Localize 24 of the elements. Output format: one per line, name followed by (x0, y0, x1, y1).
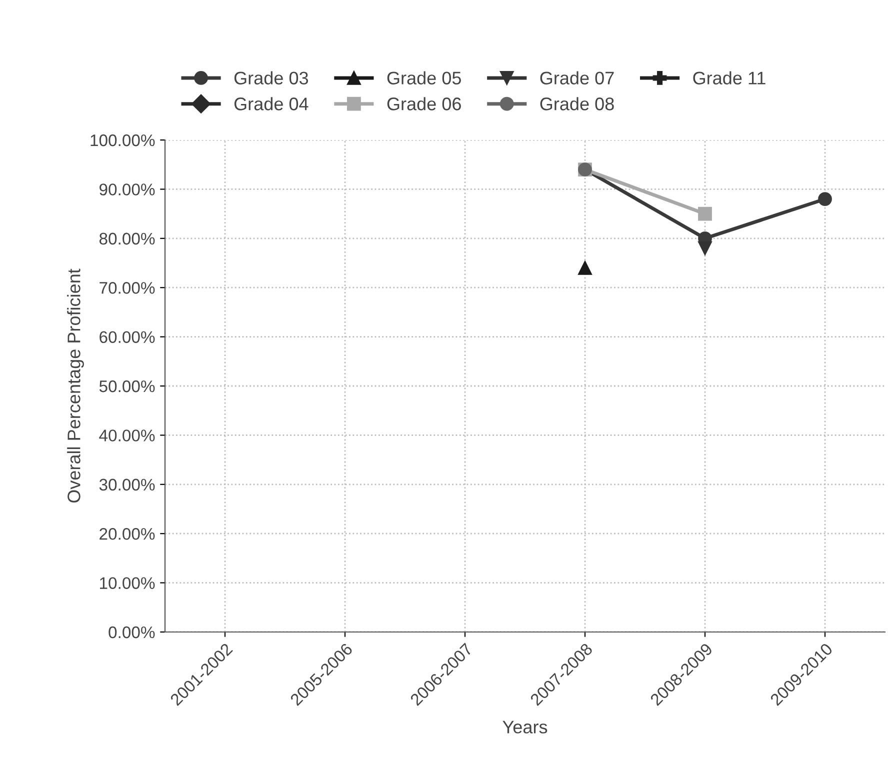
y-tick-label: 0.00% (108, 626, 155, 638)
legend-label: Grade 05 (387, 71, 461, 84)
point (698, 206, 712, 221)
point (818, 192, 832, 206)
y-axis-title: Overall Percentage Proficient (67, 268, 84, 503)
y-tick-label: 50.00% (99, 380, 155, 392)
y-tick-label: 40.00% (99, 430, 155, 442)
y-tick-label: 80.00% (99, 232, 155, 245)
y-tick-label: 70.00% (100, 282, 155, 294)
legend-label: Grade 06 (387, 97, 461, 110)
legend-label: Grade 08 (540, 97, 614, 110)
y-tick-label: 30.00% (99, 478, 155, 491)
y-tick-label: 90.00% (100, 184, 155, 196)
legend-label: Grade 07 (540, 71, 614, 84)
y-tick-label: 100.00% (90, 134, 155, 146)
point (578, 260, 592, 275)
legend-label: Grade 11 (693, 71, 766, 84)
y-tick-label: 20.00% (100, 528, 155, 540)
legend-label: Grade 04 (234, 97, 308, 110)
x-axis-title: Years (502, 720, 548, 734)
y-tick-label: 60.00% (100, 331, 155, 344)
point (698, 241, 712, 256)
legend-label: Grade 03 (234, 71, 308, 84)
y-tick-label: 10.00% (100, 577, 155, 590)
